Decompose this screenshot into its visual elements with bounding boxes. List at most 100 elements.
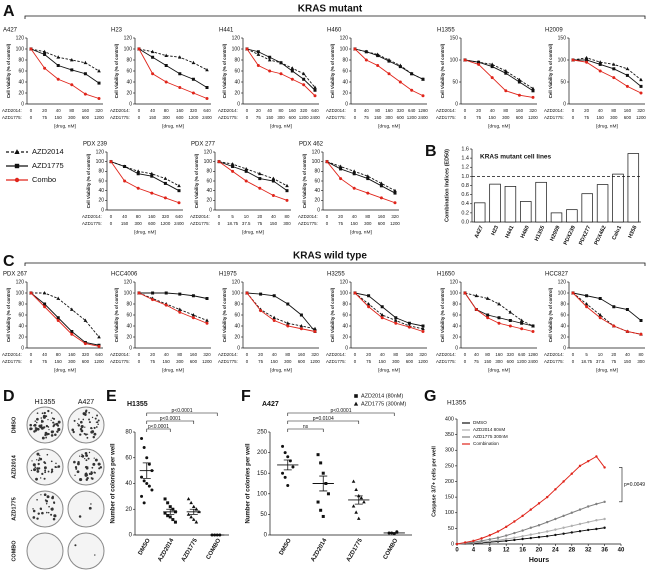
marker (230, 162, 235, 166)
marker (464, 541, 467, 544)
marker (562, 514, 565, 518)
marker (394, 318, 398, 322)
dose-row-label: AZD1775: (218, 115, 238, 120)
x-tick-label: 320 (397, 108, 405, 113)
x-tick-label: 2400 (174, 221, 184, 226)
marker (554, 517, 557, 521)
marker (97, 69, 101, 73)
y-tick-label: 0 (237, 345, 240, 351)
series-line (326, 161, 396, 204)
marker (625, 66, 630, 71)
marker (56, 319, 60, 322)
x-tick-label: 0 (246, 352, 249, 357)
colony (77, 462, 80, 466)
marker (537, 502, 541, 505)
marker (109, 160, 113, 164)
y-tick-label: 0 (455, 101, 458, 107)
colony (94, 417, 97, 420)
section-title: KRAS mutant (298, 4, 363, 15)
marker (168, 505, 172, 509)
colony (90, 477, 93, 479)
x-tick-label: 0 (464, 115, 467, 120)
y-tick-label: 80 (206, 169, 212, 175)
y-tick-label: 80 (452, 301, 458, 307)
marker (517, 80, 521, 84)
x-tick-label: 75 (42, 115, 47, 120)
marker (316, 453, 320, 457)
dose-row-label: AZD1775: (298, 221, 318, 226)
y-tick-label: 0.6 (461, 192, 469, 198)
comparison-bracket (146, 420, 195, 424)
marker (571, 291, 575, 295)
series-line (138, 48, 208, 88)
marker (258, 186, 262, 190)
colony (29, 427, 33, 431)
x-tick-label: 150 (121, 221, 129, 226)
marker (529, 526, 532, 529)
marker (268, 69, 272, 73)
marker (562, 532, 565, 535)
error-bar (390, 532, 399, 534)
marker (612, 76, 616, 80)
colony (35, 427, 38, 430)
y-tick-label: 100 (558, 290, 567, 296)
y-tick-label: 20 (98, 198, 104, 204)
x-tick-label: 0 (572, 359, 575, 364)
bar (473, 202, 486, 223)
panel-label: D (3, 388, 15, 405)
marker (421, 77, 425, 81)
y-tick-label: 250 (257, 430, 268, 436)
y-tick-label: 40 (125, 481, 132, 487)
dose-row-label: AZD1775: (110, 115, 130, 120)
marker (354, 394, 358, 398)
x-tick-label: 320 (391, 214, 399, 219)
x-tick-label: 300 (277, 115, 285, 120)
x-tick-label: 150 (271, 359, 279, 364)
y-tick-label: 20 (560, 334, 566, 340)
colony (86, 436, 89, 439)
marker (366, 174, 370, 178)
marker (513, 531, 516, 535)
colony (79, 433, 82, 436)
y-tick-label: 80 (560, 301, 566, 307)
y-axis-label: Cell Viability (% of control) (114, 287, 119, 342)
colony (74, 544, 77, 547)
y-tick-label: 1.0 (461, 174, 469, 180)
x-tick-label: 600 (289, 115, 297, 120)
marker (83, 342, 87, 346)
x-tick-label: 1200 (636, 115, 646, 120)
x-tick-label: 18.75 (581, 359, 593, 364)
marker (178, 292, 182, 296)
colony (36, 417, 39, 421)
marker (366, 191, 370, 195)
marker (313, 85, 317, 89)
x-tick-label: 150 (484, 359, 492, 364)
marker (142, 501, 146, 505)
marker (480, 537, 483, 540)
marker (578, 529, 582, 533)
y-tick-label: 0 (101, 207, 104, 213)
y-tick-label: 0 (451, 541, 454, 547)
marker (147, 462, 151, 466)
colony (51, 496, 54, 500)
y-tick-label: 60 (314, 178, 320, 184)
marker (394, 321, 398, 325)
colony (81, 453, 83, 456)
marker (137, 47, 141, 51)
y-tick-label: 60 (18, 68, 24, 74)
marker (205, 297, 209, 300)
marker (519, 318, 524, 322)
y-tick-label: 120 (16, 279, 25, 285)
x-tick-label: 1280 (418, 108, 428, 113)
dose-row-label: AZD1775: (218, 359, 238, 364)
x-tick-label: 320 (203, 352, 211, 357)
colony (78, 418, 80, 420)
x-tick-label: 75 (366, 359, 371, 364)
colony (51, 471, 54, 473)
marker (496, 539, 500, 542)
marker (150, 171, 154, 176)
marker (554, 488, 557, 491)
marker (70, 330, 74, 333)
bar (566, 209, 578, 223)
marker (354, 510, 358, 514)
